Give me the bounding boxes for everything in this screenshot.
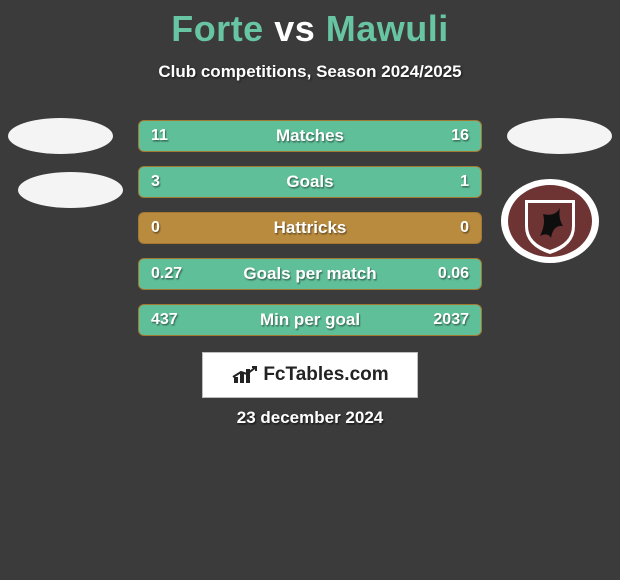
stat-label: Min per goal [139,310,481,330]
stat-row: 1116Matches [138,120,482,152]
brand-name: FcTables [263,364,344,385]
stat-bars: 1116Matches 31Goals 00Hattricks 0.270.06Goa… [138,120,482,350]
stat-label: Goals per match [139,264,481,284]
brand-logo: FcTables.com [202,352,418,398]
player2-avatar-placeholder [507,118,612,154]
title-player1: Forte [171,8,264,49]
stat-row: 4372037Min per goal [138,304,482,336]
stat-label: Hattricks [139,218,481,238]
page-title: Forte vs Mawuli [0,0,620,50]
stat-label: Matches [139,126,481,146]
title-vs: vs [274,8,315,49]
date-label: 23 december 2024 [0,408,620,428]
stat-row: 0.270.06Goals per match [138,258,482,290]
stat-row: 00Hattricks [138,212,482,244]
player1-avatar-placeholder [8,118,113,154]
player1-club-placeholder [18,172,123,208]
chart-icon [231,365,259,385]
title-player2: Mawuli [326,8,449,49]
brand-suffix: .com [344,364,388,385]
stat-label: Goals [139,172,481,192]
stat-row: 31Goals [138,166,482,198]
subtitle: Club competitions, Season 2024/2025 [0,62,620,82]
player2-club-badge [500,178,600,264]
